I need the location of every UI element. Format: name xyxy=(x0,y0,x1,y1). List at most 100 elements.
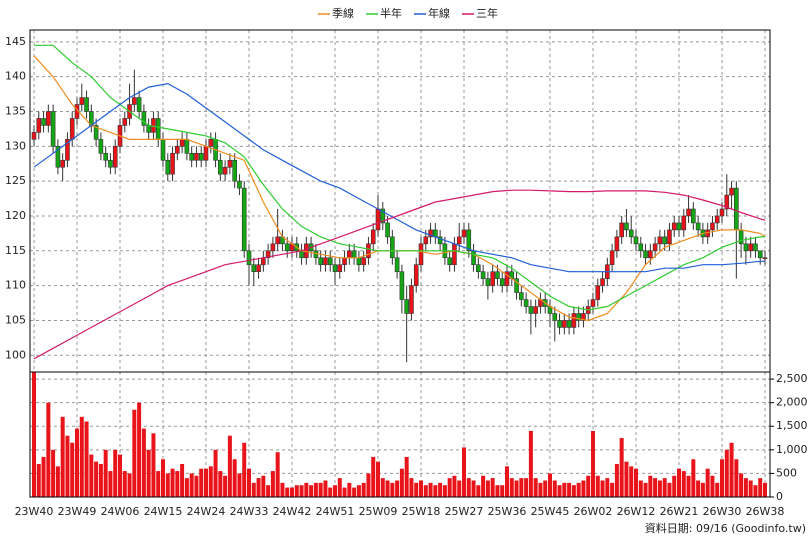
volume-bar xyxy=(242,442,247,497)
candle-body xyxy=(643,250,648,259)
volume-bar xyxy=(438,482,443,497)
candle-body xyxy=(50,111,56,147)
volume-bar xyxy=(758,478,763,497)
candle-body xyxy=(41,118,46,126)
candle-body xyxy=(165,159,171,175)
volume-bar xyxy=(323,480,328,497)
volume-bar xyxy=(294,485,299,497)
candle-body xyxy=(724,194,730,210)
volume-bar xyxy=(98,463,103,497)
volume-bar xyxy=(36,463,41,497)
volume-bar xyxy=(46,402,51,497)
volume-bar xyxy=(524,478,529,497)
volume-bar xyxy=(175,471,180,497)
legend-label: 年線 xyxy=(428,6,450,20)
volume-bar xyxy=(557,485,562,497)
volume-bar xyxy=(55,466,60,497)
volume-bar xyxy=(304,482,309,497)
volume-bar xyxy=(275,452,280,497)
candle-body xyxy=(753,243,758,252)
candle-body xyxy=(533,306,538,314)
candle-body xyxy=(337,264,343,272)
candle-body xyxy=(79,97,85,105)
x-tick-label: 25W45 xyxy=(531,505,570,518)
candle-body xyxy=(132,97,137,105)
candle-body xyxy=(323,257,328,266)
candle-body xyxy=(284,243,290,252)
volume-bar xyxy=(84,421,89,497)
volume-bar xyxy=(146,449,151,497)
volume-bar xyxy=(705,468,710,497)
candle-body xyxy=(681,215,687,231)
volume-bar xyxy=(51,449,56,497)
volume-bar xyxy=(251,482,256,497)
volume-bar xyxy=(696,480,701,497)
candle-body xyxy=(218,159,223,175)
volume-bar xyxy=(505,466,509,497)
candle-body xyxy=(552,313,558,321)
volume-bar xyxy=(161,459,165,497)
volume-bar xyxy=(567,482,572,497)
volume-bar xyxy=(638,480,643,497)
y-tick-label: 140 xyxy=(5,70,26,83)
volume-bar xyxy=(361,482,366,497)
x-tick-label: 25W09 xyxy=(359,505,398,518)
y-tick-label: 145 xyxy=(5,35,26,48)
volume-bar xyxy=(528,430,533,497)
candle-body xyxy=(423,236,429,245)
candle-body xyxy=(299,250,304,259)
volume-bar xyxy=(753,485,758,497)
volume-bar xyxy=(715,482,720,497)
candle-body xyxy=(466,229,472,252)
candle-body xyxy=(480,271,486,279)
candle-body xyxy=(748,243,753,252)
candle-body xyxy=(136,97,142,112)
volume-bar xyxy=(686,475,691,497)
volume-bar xyxy=(366,473,371,497)
volume-bar xyxy=(113,449,118,497)
candle-body xyxy=(361,257,366,266)
candle-body xyxy=(146,125,151,133)
volume-bar xyxy=(180,463,185,497)
candle-body xyxy=(208,139,214,147)
candle-body xyxy=(399,271,405,300)
candle-body xyxy=(241,187,247,252)
volume-bar xyxy=(89,454,94,497)
volume-bar xyxy=(232,459,237,497)
volume-bar xyxy=(313,482,318,497)
x-tick-label: 26W38 xyxy=(746,505,785,518)
y-tick-label: 130 xyxy=(5,139,26,152)
volume-bar xyxy=(395,480,400,497)
candle-body xyxy=(232,159,237,182)
volume-bar xyxy=(122,471,127,497)
legend-label: 半年 xyxy=(380,6,402,20)
volume-bar xyxy=(662,478,667,497)
candle-body xyxy=(456,236,462,245)
volume-bar xyxy=(423,485,428,497)
volume-bar xyxy=(672,475,677,497)
candle-body xyxy=(409,285,414,314)
candle-body xyxy=(557,320,562,328)
candle-body xyxy=(624,222,629,231)
candle-body xyxy=(122,118,128,126)
candle-body xyxy=(265,250,271,259)
volume-bar xyxy=(667,482,672,497)
volume-bar xyxy=(376,461,380,497)
volume-bar xyxy=(457,480,462,497)
y2-tick-label: 1,000 xyxy=(776,443,808,456)
plot-border xyxy=(29,29,771,498)
x-tick-label: 24W51 xyxy=(316,505,355,518)
candle-body xyxy=(738,229,744,245)
volume-bar xyxy=(700,482,705,497)
x-tick-label: 26W02 xyxy=(574,505,613,518)
volume-bar xyxy=(390,482,395,497)
candle-body xyxy=(452,243,457,266)
candle-body xyxy=(170,152,175,175)
volume-bar xyxy=(433,485,438,497)
volume-bar xyxy=(548,473,552,497)
volume-bar xyxy=(380,478,385,497)
volume-bar xyxy=(151,433,156,497)
volume-bar xyxy=(657,480,662,497)
volume-bar xyxy=(485,480,490,497)
volume-bar xyxy=(137,402,142,497)
